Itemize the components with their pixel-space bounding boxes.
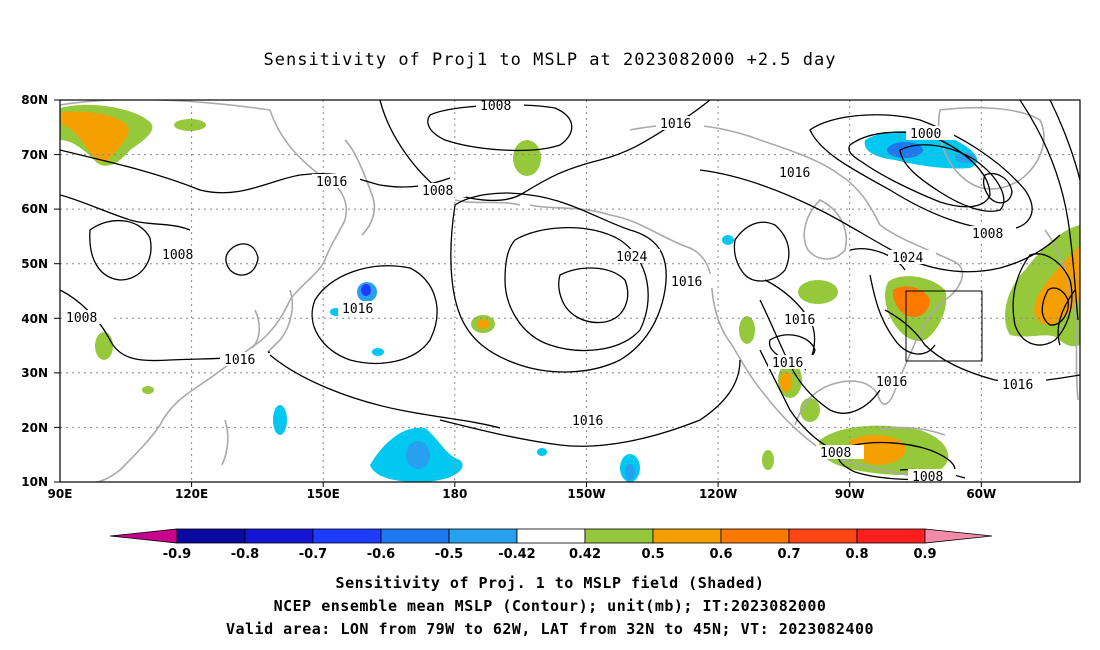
positive-shade [739, 316, 755, 344]
colorbar-swatch [448, 528, 518, 544]
colorbar-swatch [312, 528, 382, 544]
colorbar-label: 0.9 [913, 547, 936, 562]
lon-tick-label: 150E [307, 487, 340, 501]
lon-tick-label: 180 [442, 487, 467, 501]
negative-shade [537, 448, 547, 456]
contour-label: 1008 [422, 184, 453, 199]
positive-shade [62, 111, 129, 162]
negative-shade [372, 348, 384, 356]
contour-label: 1016 [1002, 378, 1033, 393]
colorbar-label: 0.42 [569, 547, 601, 562]
lat-tick-label: 70N [21, 148, 48, 162]
caption-line-1: Sensitivity of Proj. 1 to MSLP field (Sh… [335, 574, 765, 592]
lat-tick-label: 40N [21, 312, 48, 326]
lat-axis: 80N 70N 60N 50N 40N 30N 20N 10N [21, 93, 48, 489]
contour-label: 1016 [660, 117, 691, 132]
colorbar-label: -0.7 [299, 547, 327, 562]
lat-tick-label: 30N [21, 366, 48, 380]
colorbar-label: 0.5 [641, 547, 664, 562]
positive-shade [513, 140, 541, 176]
map-title: Sensitivity of Proj1 to MSLP at 20230820… [263, 50, 837, 70]
lat-tick-label: 60N [21, 202, 48, 216]
colorbar-swatch [380, 528, 450, 544]
colorbar-label: -0.6 [367, 547, 395, 562]
contour-label: 1024 [892, 251, 923, 266]
contour-label: 1008 [912, 470, 943, 485]
contour-label: 1008 [972, 227, 1003, 242]
colorbar-label: 0.7 [777, 547, 800, 562]
contour-label: 1016 [779, 166, 810, 181]
colorbar-label: -0.42 [498, 547, 535, 562]
positive-shade [762, 450, 774, 470]
colorbar-swatch [856, 528, 926, 544]
contour-label: 1016 [572, 414, 603, 429]
lat-tick-label: 50N [21, 257, 48, 271]
contour-label: 1016 [316, 175, 347, 190]
colorbar [109, 528, 993, 544]
negative-shade [625, 464, 635, 480]
contour-label: 1016 [671, 275, 702, 290]
contour-label: 1016 [772, 356, 803, 371]
colorbar-label: -0.8 [231, 547, 259, 562]
contour-label: 1000 [910, 127, 941, 142]
contour-label: 1008 [480, 99, 511, 114]
negative-shade [887, 142, 923, 158]
contour-label: 1008 [820, 446, 851, 461]
colorbar-negative-tip [109, 528, 178, 544]
caption-line-2: NCEP ensemble mean MSLP (Contour); unit(… [273, 597, 827, 615]
caption-line-3: Valid area: LON from 79W to 62W, LAT fro… [225, 620, 875, 638]
negative-shade [273, 405, 287, 435]
positive-shade [798, 280, 838, 304]
mslp-contours [60, 100, 1080, 481]
lat-tick-label: 20N [21, 421, 48, 435]
colorbar-labels: -0.9 -0.8 -0.7 -0.6 -0.5 -0.42 0.42 0.5 … [163, 547, 937, 562]
lon-tick-label: 60W [966, 487, 996, 501]
contour-label: 1024 [616, 250, 647, 265]
colorbar-label: -0.5 [435, 547, 463, 562]
negative-shade [361, 284, 371, 296]
lon-tick-label: 120E [175, 487, 208, 501]
negative-shade [955, 153, 975, 163]
colorbar-swatch [516, 528, 586, 544]
positive-shade [780, 372, 792, 392]
positive-shade [892, 286, 930, 318]
colorbar-label: 0.8 [845, 547, 868, 562]
negative-shade [406, 441, 430, 469]
positive-shade [95, 332, 113, 360]
contour-label: 1008 [162, 248, 193, 263]
colorbar-label: 0.6 [709, 547, 732, 562]
lon-tick-label: 120W [699, 487, 737, 501]
lat-tick-label: 80N [21, 93, 48, 107]
positive-shade [800, 398, 820, 422]
lon-tick-label: 150W [567, 487, 605, 501]
map-frame [59, 99, 1081, 483]
colorbar-label: -0.9 [163, 547, 191, 562]
positive-shade [142, 386, 154, 394]
colorbar-swatch [244, 528, 314, 544]
positive-shade [477, 319, 489, 329]
lon-axis: 90E 120E 150E 180 150W 120W 90W 60W [48, 487, 997, 501]
colorbar-swatch [176, 528, 246, 544]
colorbar-swatch [720, 528, 790, 544]
colorbar-swatch [652, 528, 722, 544]
contour-label: 1016 [342, 302, 373, 317]
contour-label: 1016 [224, 353, 255, 368]
lat-tick-label: 10N [21, 475, 48, 489]
contour-label: 1016 [784, 313, 815, 328]
colorbar-positive-tip [924, 528, 993, 544]
positive-shade [174, 119, 206, 131]
lon-tick-label: 90W [835, 487, 865, 501]
contour-label: 1016 [876, 375, 907, 390]
colorbar-swatch [584, 528, 654, 544]
colorbar-swatch [788, 528, 858, 544]
lon-tick-label: 90E [48, 487, 73, 501]
sensitivity-shading [60, 104, 1080, 482]
lat-ticks [54, 99, 60, 483]
negative-shade [722, 235, 734, 245]
lon-ticks [191, 482, 982, 487]
contour-label: 1008 [66, 311, 97, 326]
contour-labels: 1008 1016 1016 1008 1000 1016 1008 1008 … [62, 99, 1046, 485]
valid-area-box [905, 290, 983, 362]
